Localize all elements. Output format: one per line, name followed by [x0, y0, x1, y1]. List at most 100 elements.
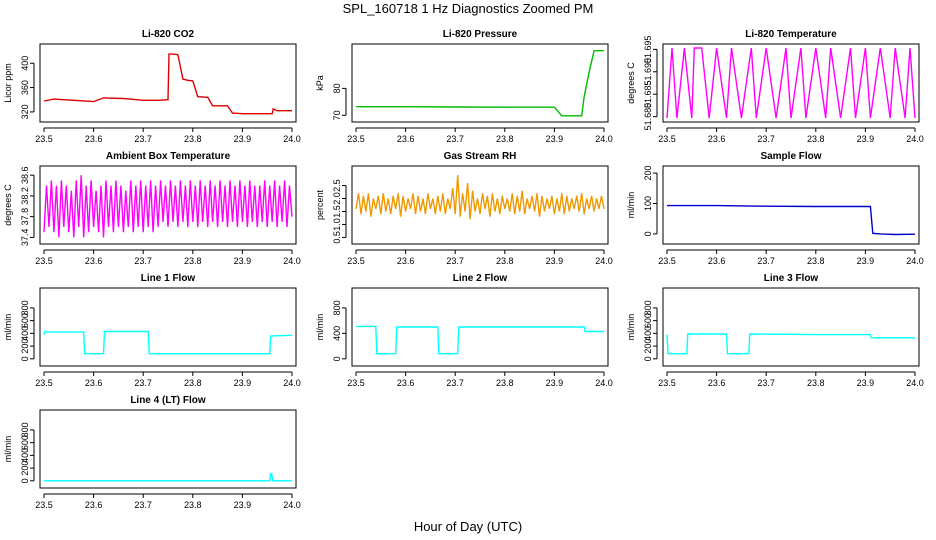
x-tick-label: 23.9	[234, 500, 252, 510]
y-axis-label: kPa	[315, 75, 325, 91]
chart-panel: Sample Flow 23.5 23.6 23.7 23.8 23.9 24.0 0 100 2…	[626, 151, 924, 266]
panel-title: Line 1 Flow	[141, 273, 196, 284]
x-tick-label: 23.6	[708, 134, 726, 144]
figure-xlabel: Hour of Day (UTC)	[414, 519, 522, 534]
y-tick-label: 2.5	[332, 179, 342, 192]
series-line	[356, 325, 604, 355]
x-tick-label: 23.8	[496, 378, 514, 388]
plot-frame	[39, 409, 297, 489]
y-axis-label: ml/min	[3, 436, 13, 463]
x-tick-label: 23.5	[35, 500, 53, 510]
x-tick-label: 23.7	[134, 378, 152, 388]
plot-frame	[662, 43, 920, 123]
x-tick-label: 23.8	[184, 256, 202, 266]
y-axis-label: degrees C	[3, 184, 13, 226]
x-tick-label: 23.7	[446, 134, 464, 144]
x-tick-label: 24.0	[283, 378, 301, 388]
y-axis-label: ml/min	[626, 314, 636, 341]
figure-title: SPL_160718 1 Hz Diagnostics Zoomed PM	[343, 1, 594, 16]
x-tick-label: 23.5	[347, 256, 365, 266]
x-tick-label: 24.0	[283, 500, 301, 510]
panel-title: Sample Flow	[760, 151, 821, 162]
x-tick-label: 23.5	[347, 378, 365, 388]
x-tick-label: 23.6	[708, 378, 726, 388]
series-line	[667, 204, 916, 236]
x-tick-label: 23.8	[496, 256, 514, 266]
x-tick-label: 23.7	[134, 500, 152, 510]
plot-frame	[662, 165, 920, 245]
x-tick-label: 24.0	[595, 134, 613, 144]
y-tick-label: 360	[20, 80, 30, 95]
panel-title: Line 3 Flow	[764, 273, 819, 284]
y-tick-label: 100	[643, 196, 653, 211]
y-tick-label: 51.695	[643, 36, 653, 64]
chart-panel: Line 4 (LT) Flow 23.5 23.6 23.7 23.8 23.9 24.0…	[3, 395, 301, 510]
y-tick-label: 51.680	[643, 103, 653, 131]
series-line	[355, 175, 605, 220]
y-tick-label: 400	[20, 448, 30, 463]
panel-title: Line 4 (LT) Flow	[130, 395, 206, 406]
panel-title: Li-820 Pressure	[443, 29, 518, 40]
panel-title: Li-820 CO2	[142, 29, 195, 40]
x-tick-label: 23.8	[807, 256, 825, 266]
y-tick-label: 38.6	[20, 166, 30, 184]
panel-title: Gas Stream RH	[444, 151, 517, 162]
x-tick-label: 23.8	[184, 134, 202, 144]
y-tick-label: 1.5	[332, 205, 342, 218]
panel-title: Ambient Box Temperature	[106, 151, 231, 162]
series-line	[43, 53, 292, 115]
y-tick-label: 600	[20, 435, 30, 450]
y-tick-label: 200	[643, 339, 653, 354]
x-tick-label: 24.0	[283, 256, 301, 266]
series-line	[666, 333, 915, 355]
y-tick-label: 37.8	[20, 208, 30, 226]
chart-panel: Line 2 Flow 23.5 23.6 23.7 23.8 23.9 24.0 0 400 8…	[315, 273, 613, 388]
chart-panel: Gas Stream RH 23.5 23.6 23.7 23.8 23.9 24.0 0.5…	[315, 151, 613, 266]
x-tick-label: 23.8	[496, 134, 514, 144]
y-tick-label: 800	[643, 300, 653, 315]
x-tick-label: 23.7	[134, 256, 152, 266]
x-tick-label: 23.5	[35, 134, 53, 144]
y-tick-label: 80	[332, 83, 342, 93]
y-tick-label: 200	[20, 339, 30, 354]
y-tick-label: 0	[20, 478, 30, 483]
x-tick-label: 24.0	[906, 378, 924, 388]
x-tick-label: 23.8	[184, 500, 202, 510]
x-tick-label: 24.0	[595, 378, 613, 388]
x-tick-label: 23.6	[397, 256, 415, 266]
series-line	[43, 175, 293, 238]
x-tick-label: 24.0	[283, 134, 301, 144]
chart-panel: Li-820 Temperature 23.5 23.6 23.7 23.8 23.9 24…	[626, 29, 924, 144]
x-tick-label: 24.0	[906, 256, 924, 266]
panel-title: Li-820 Temperature	[745, 29, 837, 40]
plot-frame	[39, 287, 297, 367]
x-tick-label: 23.8	[184, 378, 202, 388]
x-tick-label: 23.6	[85, 134, 103, 144]
x-tick-label: 23.7	[757, 134, 775, 144]
plot-frame	[351, 43, 609, 123]
y-tick-label: 37.4	[20, 229, 30, 247]
y-tick-label: 320	[20, 104, 30, 119]
y-tick-label: 38.2	[20, 187, 30, 205]
x-tick-label: 23.9	[234, 256, 252, 266]
y-axis-label: degrees C	[626, 62, 636, 104]
x-tick-label: 24.0	[906, 134, 924, 144]
x-tick-label: 23.9	[234, 378, 252, 388]
y-tick-label: 0	[20, 356, 30, 361]
y-tick-label: 0.5	[332, 231, 342, 244]
y-axis-label: ml/min	[315, 314, 325, 341]
x-tick-label: 23.8	[807, 134, 825, 144]
plot-frame	[39, 43, 297, 123]
series-line	[43, 330, 293, 355]
x-tick-label: 23.7	[757, 256, 775, 266]
x-tick-label: 24.0	[595, 256, 613, 266]
y-tick-label: 1.0	[332, 218, 342, 231]
y-tick-label: 600	[20, 313, 30, 328]
y-tick-label: 800	[20, 422, 30, 437]
y-axis-label: ml/min	[626, 192, 636, 219]
chart-panel: Li-820 CO2 23.5 23.6 23.7 23.8 23.9 24.0 320 360…	[3, 29, 301, 144]
y-tick-label: 800	[332, 300, 342, 315]
y-tick-label: 400	[332, 326, 342, 341]
x-tick-label: 23.9	[857, 378, 875, 388]
y-tick-label: 0	[332, 356, 342, 361]
